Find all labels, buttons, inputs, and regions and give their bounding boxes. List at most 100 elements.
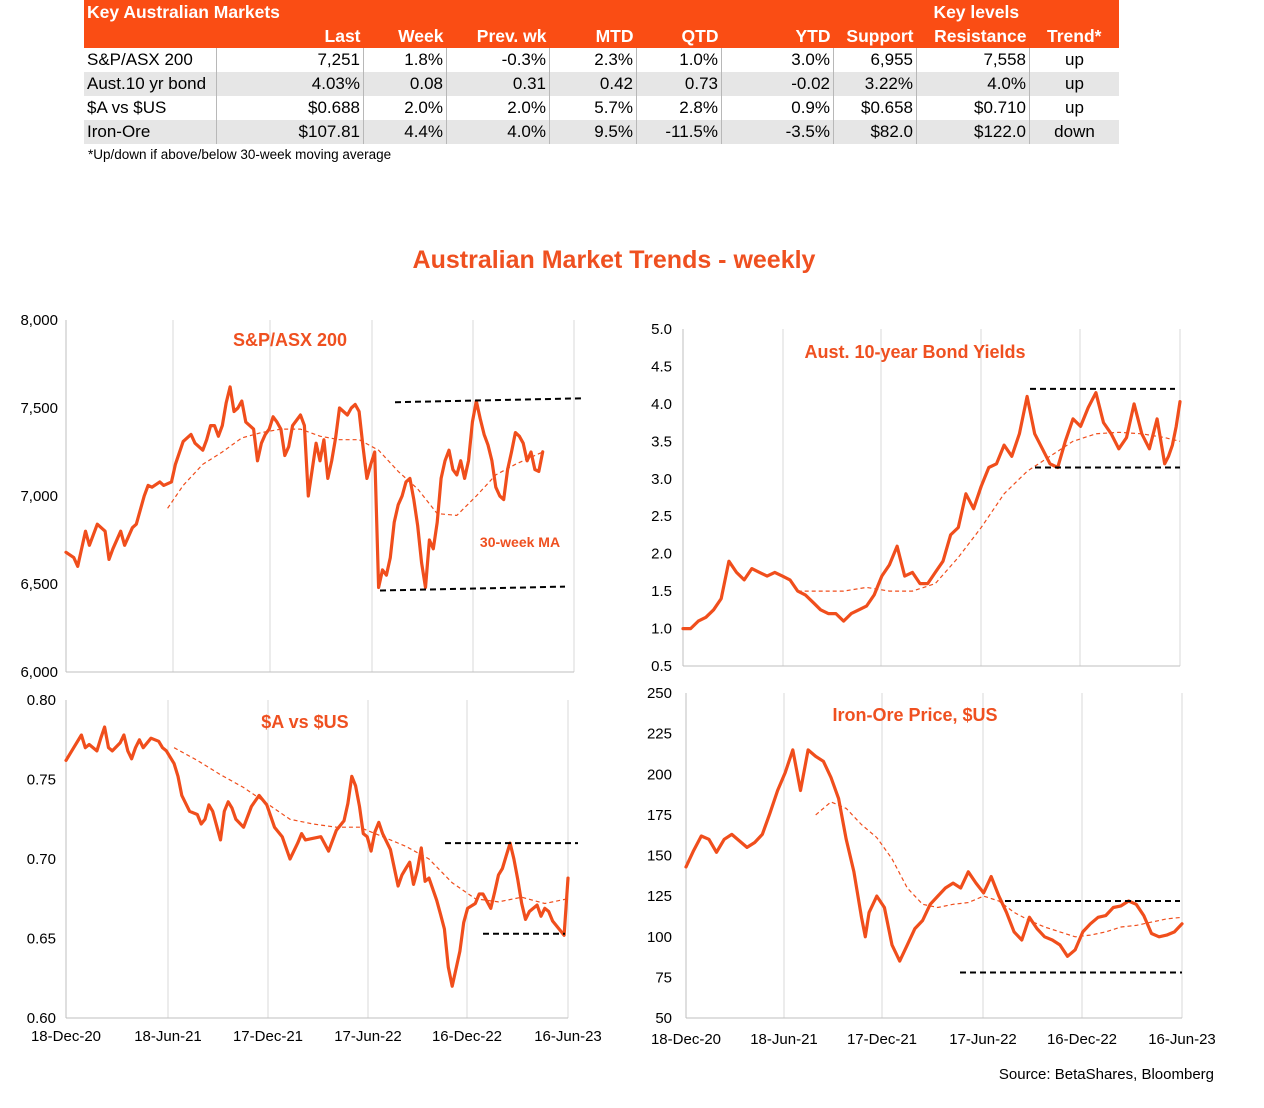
- row-support: $82.0: [833, 120, 917, 144]
- y-tick-label: 150: [647, 848, 672, 865]
- y-tick-label: 0.5: [651, 658, 672, 675]
- header-prev-wk: Prev. wk: [446, 24, 550, 48]
- y-tick-label: 75: [655, 969, 672, 986]
- chart-panel-3: 0.60 0.65 0.70 0.75 0.80 18-Dec-20 18-Jun-21 17…: [27, 692, 602, 1045]
- y-tick-label: 100: [647, 929, 672, 946]
- y-tick-label: 50: [655, 1010, 672, 1027]
- y-tick-label: 1.5: [651, 583, 672, 600]
- header-last: Last: [216, 24, 364, 48]
- y-tick-label: 125: [647, 888, 672, 905]
- x-tick-label: 16-Dec-22: [432, 1028, 502, 1045]
- y-tick-label: 5.0: [651, 321, 672, 338]
- row-last: 4.03%: [216, 72, 364, 96]
- moving-average-line: [173, 747, 569, 905]
- header-ytd: YTD: [721, 24, 834, 48]
- table-row: $A vs $US $0.688 2.0% 2.0% 5.7% 2.8% 0.9…: [84, 96, 1119, 120]
- row-resistance: $0.710: [916, 96, 1030, 120]
- y-tick-label: 0.70: [27, 851, 56, 868]
- key-markets-table: Key Australian Markets Key levels Last W…: [84, 0, 1119, 144]
- moving-average-line: [815, 801, 1183, 938]
- row-prev-wk: 2.0%: [446, 96, 550, 120]
- y-tick-label: 1.0: [651, 621, 672, 638]
- y-tick-label: 0.60: [27, 1010, 56, 1027]
- x-tick-label: 17-Jun-22: [949, 1031, 1017, 1048]
- chart-panel-4: 50 75 100 125 150 175 200 225 250 18-Dec-20 18-Jun…: [647, 685, 1216, 1048]
- moving-average-line: [167, 428, 543, 517]
- chart-panel-1: 6,000 6,500 7,000 7,500 8,000 S&P/ASX 200 30-w…: [20, 312, 583, 681]
- table-header-row: Last Week Prev. wk MTD QTD YTD Support R…: [84, 24, 1119, 48]
- header-week: Week: [363, 24, 447, 48]
- row-week: 4.4%: [363, 120, 447, 144]
- row-qtd: 2.8%: [636, 96, 722, 120]
- row-resistance: $122.0: [916, 120, 1030, 144]
- row-week: 2.0%: [363, 96, 447, 120]
- row-qtd: -11.5%: [636, 120, 722, 144]
- y-tick-label: 4.5: [651, 358, 672, 375]
- source-note: Source: BetaShares, Bloomberg: [998, 1066, 1214, 1083]
- y-tick-label: 0.65: [27, 931, 56, 948]
- x-tick-label: 16-Dec-22: [1047, 1031, 1117, 1048]
- price-line: [684, 748, 1184, 963]
- header-name: [84, 24, 217, 48]
- row-qtd: 0.73: [636, 72, 722, 96]
- row-support: 3.22%: [833, 72, 917, 96]
- price-line: [681, 391, 1182, 631]
- chart-title: Iron-Ore Price, $US: [832, 705, 997, 725]
- row-week: 0.08: [363, 72, 447, 96]
- chart-title: $A vs $US: [261, 712, 348, 732]
- table-row: S&P/ASX 200 7,251 1.8% -0.3% 2.3% 1.0% 3…: [84, 48, 1119, 72]
- row-last: $107.81: [216, 120, 364, 144]
- row-mtd: 2.3%: [549, 48, 637, 72]
- y-tick-label: 250: [647, 685, 672, 702]
- row-prev-wk: -0.3%: [446, 48, 550, 72]
- row-ytd: 0.9%: [721, 96, 834, 120]
- row-mtd: 9.5%: [549, 120, 637, 144]
- moving-average-line: [797, 431, 1181, 592]
- y-tick-label: 0.80: [27, 692, 56, 709]
- resistance-level-line: [394, 397, 583, 404]
- row-last: $0.688: [216, 96, 364, 120]
- y-tick-label: 200: [647, 766, 672, 783]
- y-tick-label: 3.0: [651, 471, 672, 488]
- row-name: $A vs $US: [84, 96, 217, 120]
- header-mtd: MTD: [549, 24, 637, 48]
- x-tick-label: 18-Dec-20: [31, 1028, 101, 1045]
- row-support: $0.658: [833, 96, 917, 120]
- row-trend: up: [1065, 98, 1084, 117]
- row-name: Aust.10 yr bond: [84, 72, 217, 96]
- row-ytd: 3.0%: [721, 48, 834, 72]
- x-tick-label: 18-Jun-21: [134, 1028, 202, 1045]
- row-ytd: -3.5%: [721, 120, 834, 144]
- row-mtd: 0.42: [549, 72, 637, 96]
- row-name: S&P/ASX 200: [84, 48, 217, 72]
- y-tick-label: 225: [647, 726, 672, 743]
- row-ytd: -0.02: [721, 72, 834, 96]
- row-name: Iron-Ore: [84, 120, 217, 144]
- table-row: Iron-Ore $107.81 4.4% 4.0% 9.5% -11.5% -…: [84, 120, 1119, 144]
- x-tick-label: 17-Jun-22: [334, 1028, 402, 1045]
- table-row: Aust.10 yr bond 4.03% 0.08 0.31 0.42 0.7…: [84, 72, 1119, 96]
- row-week: 1.8%: [363, 48, 447, 72]
- x-tick-label: 17-Dec-21: [847, 1031, 917, 1048]
- x-tick-label: 16-Jun-23: [534, 1028, 602, 1045]
- header-trend: Trend*: [1029, 24, 1119, 48]
- header-qtd: QTD: [636, 24, 722, 48]
- ma-annotation: 30-week MA: [480, 534, 560, 550]
- x-tick-label: 16-Jun-23: [1148, 1031, 1216, 1048]
- price-line: [64, 385, 545, 590]
- y-tick-label: 0.75: [27, 772, 56, 789]
- y-tick-label: 2.5: [651, 508, 672, 525]
- y-tick-label: 3.5: [651, 433, 672, 450]
- table-footnote: *Up/down if above/below 30-week moving a…: [88, 147, 392, 162]
- y-tick-label: 7,500: [20, 400, 58, 417]
- row-resistance: 7,558: [916, 48, 1030, 72]
- x-tick-label: 18-Dec-20: [651, 1031, 721, 1048]
- table-title-row: Key Australian Markets Key levels: [84, 0, 1119, 24]
- x-tick-label: 17-Dec-21: [233, 1028, 303, 1045]
- chart-panel-2: 0.5 1.0 1.5 2.0 2.5 3.0 3.5 4.0 4.5 5.0 Aust. 10-y…: [651, 321, 1182, 675]
- y-tick-label: 4.0: [651, 396, 672, 413]
- row-trend: down: [1029, 120, 1119, 144]
- y-tick-label: 6,000: [20, 664, 58, 681]
- y-tick-label: 8,000: [20, 312, 58, 329]
